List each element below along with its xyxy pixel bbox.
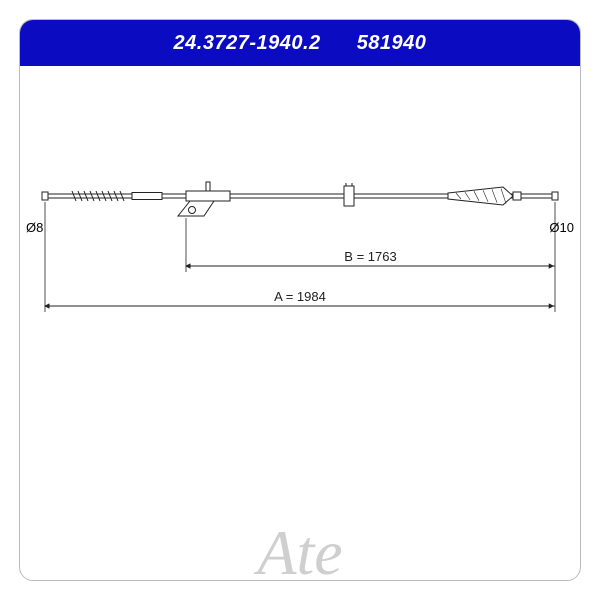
product-card: 24.3727-1940.2 581940 Ø8 Ø10 B = 1763 A =… [19, 19, 581, 581]
brand-watermark: Ate [257, 516, 342, 581]
cable-diagram-svg: B = 1763 A = 1984 [20, 116, 580, 376]
svg-text:B = 1763: B = 1763 [344, 249, 396, 264]
part-number-primary: 24.3727-1940.2 [174, 32, 321, 55]
part-number-secondary: 581940 [357, 32, 427, 55]
header-bar: 24.3727-1940.2 581940 [20, 20, 580, 66]
left-diameter-label: Ø8 [26, 220, 43, 235]
diagram-area: Ø8 Ø10 B = 1763 A = 1984 Ate [20, 116, 580, 581]
right-diameter-label: Ø10 [549, 220, 574, 235]
svg-text:A = 1984: A = 1984 [274, 289, 326, 304]
